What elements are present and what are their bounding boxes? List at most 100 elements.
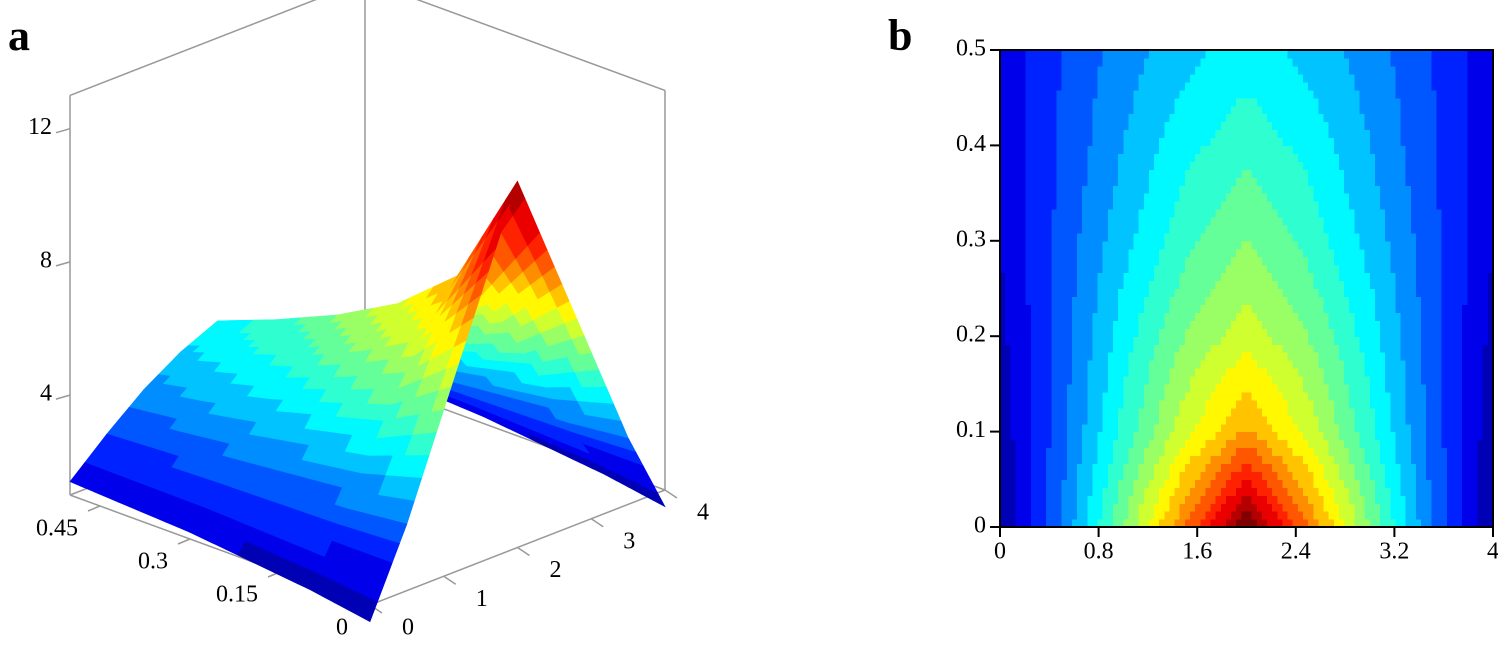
contour-cell [1328,431,1335,441]
contour-cell [1200,511,1207,520]
contour-cell [1410,368,1417,377]
contour-cell [1436,439,1443,449]
contour-cell [1148,368,1155,377]
contour-cell [1215,455,1222,464]
contour-cell [1020,503,1027,512]
contour-cell [1190,487,1196,496]
contour-cell [1041,177,1047,186]
contour-cell [1118,479,1124,488]
contour-cell [1097,288,1104,298]
contour-cell [1426,368,1432,377]
contour-cell [1128,272,1135,282]
contour-cell [1436,256,1443,266]
contour-cell [1128,320,1135,329]
contour-cell [1082,431,1088,441]
contour-cell [1200,336,1207,345]
contour-cell [1349,360,1355,369]
contour-cell [1133,201,1140,210]
contour-cell [1261,360,1268,369]
contour-cell [1313,320,1319,329]
contour-cell [1462,447,1468,457]
contour-cell [1359,487,1366,496]
contour-cell [1035,375,1042,385]
contour-cell [1338,431,1345,441]
contour-cell [1359,439,1366,449]
contour-cell [1159,463,1165,472]
contour-cell [1487,455,1494,464]
contour-cell [1148,423,1155,433]
contour-cell [1302,264,1309,274]
contour-cell [1159,487,1165,496]
contour-cell [1190,511,1196,520]
contour-cell [1066,431,1073,441]
contour-cell [1405,487,1412,496]
contour-cell [1154,224,1160,234]
contour-cell [1190,224,1196,234]
contour-cell [1225,439,1232,449]
contour-cell [1041,145,1047,154]
contour-cell [1071,383,1078,393]
contour-cell [1010,304,1017,313]
contour-cell [1308,455,1314,464]
contour-cell [1231,503,1237,512]
contour-cell [1138,312,1145,321]
contour-cell [1364,280,1371,290]
box-edge [416,0,666,92]
contour-cell [1231,495,1237,504]
contour-cell [1477,352,1484,361]
contour-cell [1020,145,1027,154]
contour-cell [1107,383,1114,393]
contour-cell [1025,280,1032,290]
contour-cell [1231,519,1237,528]
contour-cell [1025,471,1032,480]
contour-cell [1267,296,1273,305]
contour-cell [1267,407,1273,417]
contour-cell [1344,256,1350,266]
contour-cell [1138,495,1145,504]
contour-cell [1415,320,1422,329]
contour-cell [1292,264,1299,274]
contour-cell [1313,304,1319,313]
contour-cell [1354,256,1361,266]
contour-cell [1092,209,1099,218]
contour-cell [1087,185,1094,194]
contour-cell [1457,383,1463,393]
contour-cell [1390,391,1397,401]
contour-cell [1292,375,1299,385]
contour-cell [1159,177,1165,186]
contour-cell [1097,169,1104,178]
contour-cell [1272,304,1278,313]
contour-cell [1277,240,1284,250]
contour-cell [1261,344,1268,353]
contour-cell [1159,336,1165,345]
contour-cell [1462,352,1468,361]
contour-cell [1092,352,1099,361]
contour-cell [1082,399,1088,409]
contour-cell [1302,272,1309,282]
contour-cell [1123,423,1129,433]
contour-cell [1071,455,1078,464]
contour-cell [1046,256,1052,266]
contour-cell [1020,161,1027,170]
contour-cell [1128,312,1135,321]
contour-cell [1374,368,1381,377]
contour-cell [1467,272,1474,282]
contour-cell [1195,280,1201,290]
contour-cell [1364,375,1371,385]
contour-cell [1410,415,1417,425]
contour-cell [1400,288,1407,298]
contour-cell [1328,383,1335,393]
contour-cell [1025,383,1032,393]
contour-cell [1005,391,1011,401]
contour-cell [1467,391,1474,401]
contour-cell [1282,439,1289,449]
contour-cell [1354,503,1361,512]
contour-cell [1000,264,1006,274]
contour-cell [1097,495,1104,504]
contour-cell [1415,495,1422,504]
contour-cell [1415,288,1422,298]
contour-cell [1390,352,1397,361]
contour-cell [1148,407,1155,417]
contour-cell [1066,240,1073,250]
contour-cell [1010,471,1017,480]
